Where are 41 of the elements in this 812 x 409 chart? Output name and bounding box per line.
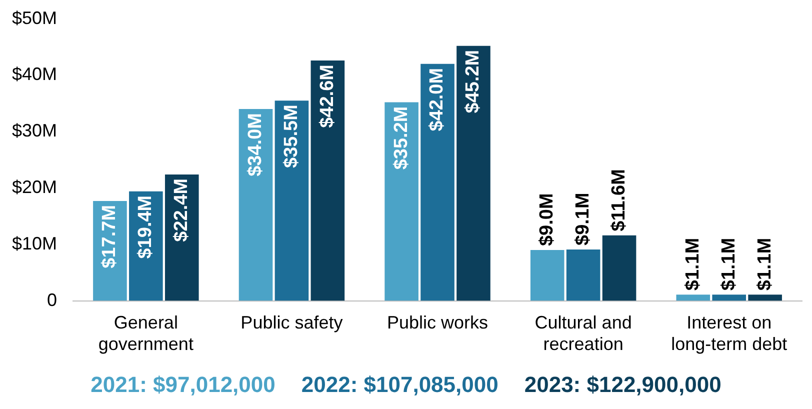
text: 2023: $122,900,000 bbox=[524, 372, 722, 398]
text: $1.1M bbox=[718, 238, 740, 291]
text: $11.6M bbox=[608, 169, 630, 232]
text: $34.0M bbox=[244, 113, 266, 176]
bar bbox=[456, 46, 490, 301]
text: $42.6M bbox=[316, 64, 338, 128]
text: $1.1M bbox=[754, 238, 776, 291]
bar bbox=[676, 294, 710, 301]
text: $22.4M bbox=[171, 178, 192, 242]
x-tick-label: Public safety bbox=[240, 312, 343, 333]
text: $45.2M bbox=[462, 50, 484, 114]
bar bbox=[566, 249, 600, 301]
text: $19.4M bbox=[135, 195, 156, 259]
y-tick-label: $10M bbox=[12, 233, 58, 254]
bar bbox=[310, 60, 345, 301]
text: $1.1M bbox=[682, 238, 704, 291]
x-tick-label: Cultural and recreation bbox=[534, 312, 632, 354]
bar bbox=[712, 294, 746, 301]
bar bbox=[420, 64, 454, 301]
y-tick-label: $40M bbox=[12, 64, 58, 84]
y-tick-label: $50M bbox=[12, 8, 58, 28]
text: $35.2M bbox=[390, 106, 412, 170]
bar bbox=[530, 250, 564, 301]
x-tick-label: Interest on long-term debt bbox=[671, 312, 788, 354]
bar bbox=[602, 235, 636, 301]
y-tick-label: $30M bbox=[12, 120, 58, 141]
bar bbox=[238, 109, 273, 301]
x-tick-label: Public works bbox=[387, 312, 488, 333]
y-tick-label: $20M bbox=[12, 176, 58, 197]
text: 2021: $97,012,000 bbox=[90, 372, 276, 398]
text: $17.7M bbox=[99, 204, 120, 268]
y-tick-label: 0 bbox=[47, 290, 58, 310]
text: $9.1M bbox=[572, 192, 594, 246]
x-tick-label: General government bbox=[98, 312, 194, 354]
text: 2022: $107,085,000 bbox=[301, 372, 498, 398]
bar bbox=[274, 100, 309, 301]
text: $35.5M bbox=[280, 104, 302, 168]
bar bbox=[384, 102, 418, 301]
text: $42.0M bbox=[426, 68, 448, 132]
bar bbox=[748, 294, 782, 301]
text: $9.0M bbox=[536, 193, 558, 246]
